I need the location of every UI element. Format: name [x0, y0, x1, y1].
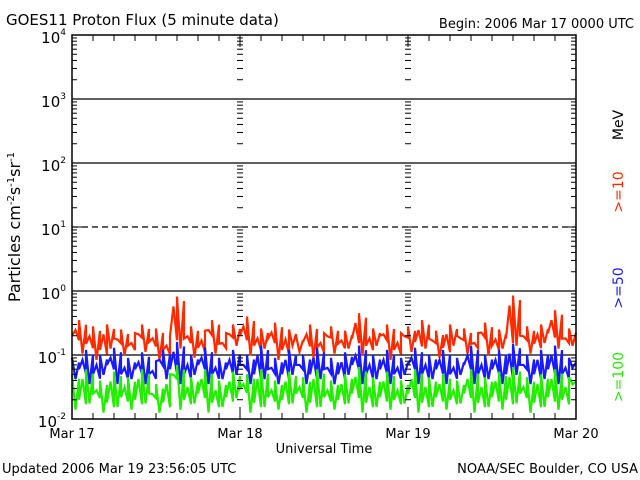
x-tick-label: Mar 20	[553, 427, 598, 442]
y-tick-label: 101	[41, 220, 66, 239]
x-axis-label: Universal Time	[276, 442, 373, 457]
series-line-0	[71, 295, 578, 360]
y-axis-label: Particles cm-2s-1sr-1	[5, 152, 24, 302]
legend-ge50: >=50	[611, 267, 627, 308]
unit-label: MeV	[611, 109, 627, 140]
y-tick-label: 10-1	[38, 348, 66, 367]
begin-label: Begin: 2006 Mar 17 0000 UTC	[439, 17, 634, 32]
y-tick-label: 103	[41, 92, 66, 111]
y-tick-label: 102	[41, 156, 66, 175]
series-line-2	[70, 364, 577, 413]
series-line-1	[70, 341, 577, 385]
y-tick-label: 104	[41, 28, 66, 47]
updated-label: Updated 2006 Mar 19 23:56:05 UTC	[2, 462, 236, 477]
y-tick-label: 100	[41, 284, 66, 303]
legend-ge10: >=10	[611, 171, 627, 212]
x-tick-label: Mar 17	[49, 427, 94, 442]
y-tick-label: 10-2	[38, 412, 66, 431]
x-tick-label: Mar 18	[217, 427, 262, 442]
legend-ge100: >=100	[611, 352, 627, 402]
credit-label: NOAA/SEC Boulder, CO USA	[457, 462, 638, 477]
chart-title: GOES11 Proton Flux (5 minute data)	[6, 11, 279, 29]
plot-area: 10-2 10-1 100 101 102 103 104 Mar 17 Mar 18 Mar 1…	[38, 28, 599, 442]
x-tick-label: Mar 19	[385, 427, 430, 442]
